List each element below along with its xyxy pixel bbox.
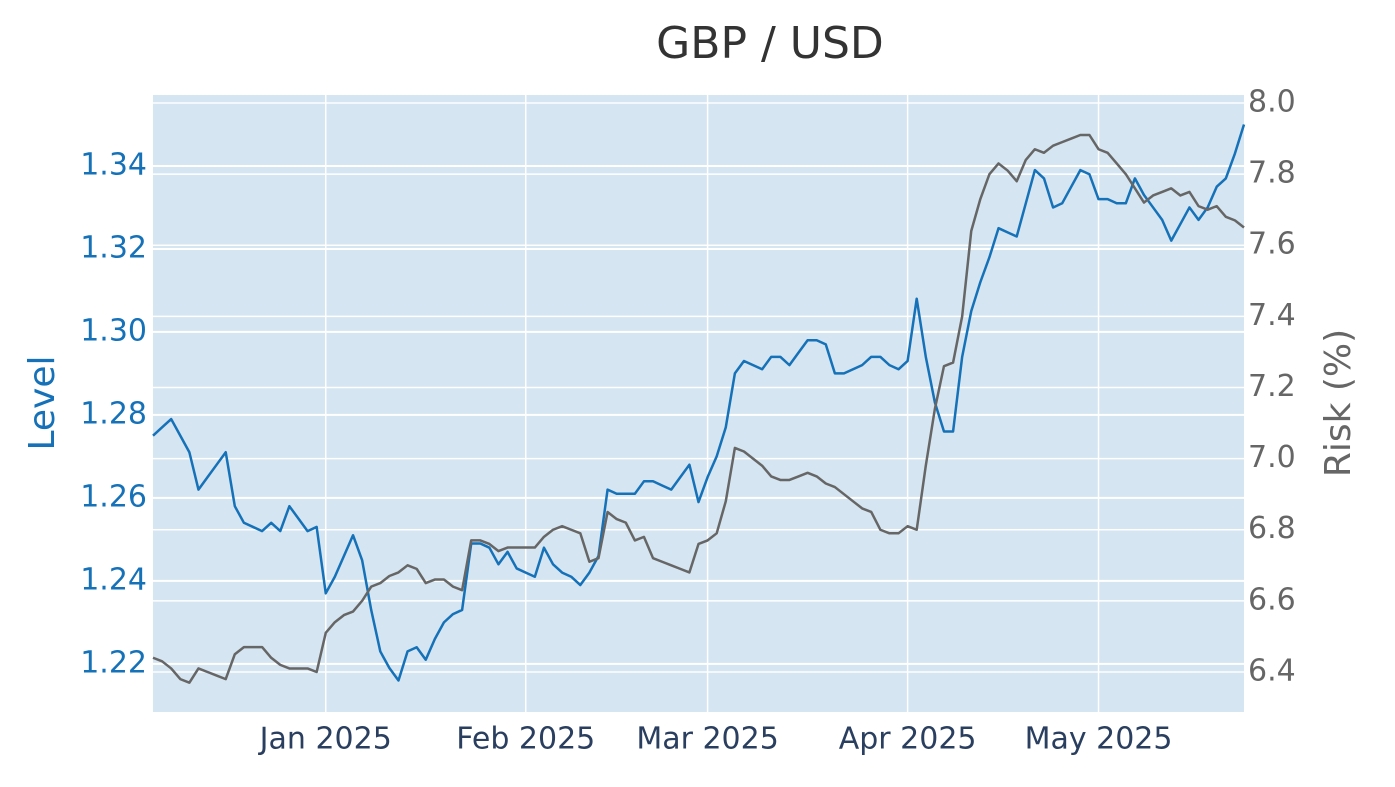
- y-tick-label: 1.24: [80, 562, 147, 597]
- y2-axis-title: Risk (%): [1318, 329, 1359, 477]
- y-axis-title: Level: [22, 355, 63, 450]
- y2-tick-label: 6.8: [1248, 511, 1296, 546]
- y-tick-label: 1.34: [80, 147, 147, 182]
- x-tick-label: Apr 2025: [839, 722, 977, 757]
- y-tick-label: 1.22: [80, 645, 147, 680]
- y-tick-label: 1.26: [80, 479, 147, 514]
- plot-area: [153, 95, 1244, 712]
- x-tick-label: May 2025: [1025, 722, 1173, 757]
- y2-tick-label: 7.4: [1248, 298, 1296, 333]
- y-tick-label: 1.32: [80, 230, 147, 265]
- x-tick-label: Mar 2025: [636, 722, 779, 757]
- y2-tick-label: 7.8: [1248, 156, 1296, 191]
- series-line: [152, 124, 1246, 682]
- chart-title: GBP / USD: [656, 18, 884, 69]
- y2-tick-label: 6.6: [1248, 582, 1296, 617]
- y2-tick-label: 7.6: [1248, 227, 1296, 262]
- x-tick-label: Feb 2025: [456, 722, 595, 757]
- y-tick-label: 1.30: [80, 313, 147, 348]
- y2-tick-label: 6.4: [1248, 653, 1296, 688]
- y2-tick-label: 8.0: [1248, 85, 1296, 120]
- y-tick-label: 1.28: [80, 396, 147, 431]
- y2-tick-label: 7.2: [1248, 369, 1296, 404]
- y2-tick-label: 7.0: [1248, 440, 1296, 475]
- series-line: [152, 133, 1245, 684]
- x-tick-label: Jan 2025: [258, 722, 392, 757]
